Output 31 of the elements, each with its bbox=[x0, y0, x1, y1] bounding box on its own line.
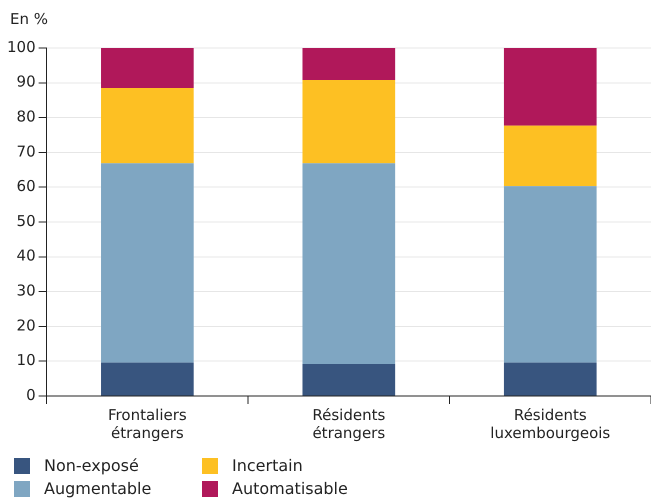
y-tick-label: 50 bbox=[16, 212, 36, 230]
x-tick-label: Frontaliers étrangers bbox=[108, 406, 187, 442]
bar bbox=[101, 163, 194, 363]
y-tick-label: 70 bbox=[16, 142, 36, 160]
y-tick-label: 30 bbox=[16, 281, 36, 300]
y-axis-title: En % bbox=[10, 10, 48, 28]
legend-label: Automatisable bbox=[232, 479, 348, 498]
y-tick-label: 60 bbox=[16, 177, 36, 196]
legend-label: Augmentable bbox=[44, 479, 152, 498]
legend-label: Incertain bbox=[232, 456, 303, 475]
y-tick-label: 40 bbox=[16, 246, 36, 265]
bar bbox=[504, 126, 597, 186]
bar bbox=[101, 88, 194, 164]
bar bbox=[302, 364, 396, 396]
y-tick-label: 0 bbox=[26, 386, 36, 404]
y-tick-label: 80 bbox=[16, 107, 36, 126]
bar bbox=[101, 362, 194, 396]
legend-label: Non-exposé bbox=[44, 456, 139, 475]
bar bbox=[302, 80, 396, 164]
y-tick-label: 90 bbox=[16, 72, 36, 91]
x-tick-label: Résidents étrangers bbox=[312, 406, 386, 442]
bar bbox=[504, 362, 597, 396]
y-tick-label: 100 bbox=[6, 38, 36, 56]
bar bbox=[302, 48, 396, 80]
y-tick-label: 10 bbox=[16, 351, 36, 370]
y-tick-label: 20 bbox=[16, 316, 36, 334]
x-tick-label: Résidents luxembourgeois bbox=[490, 406, 610, 442]
bar bbox=[504, 48, 597, 126]
bar bbox=[101, 48, 194, 88]
bar bbox=[504, 186, 597, 363]
bar bbox=[302, 163, 396, 364]
